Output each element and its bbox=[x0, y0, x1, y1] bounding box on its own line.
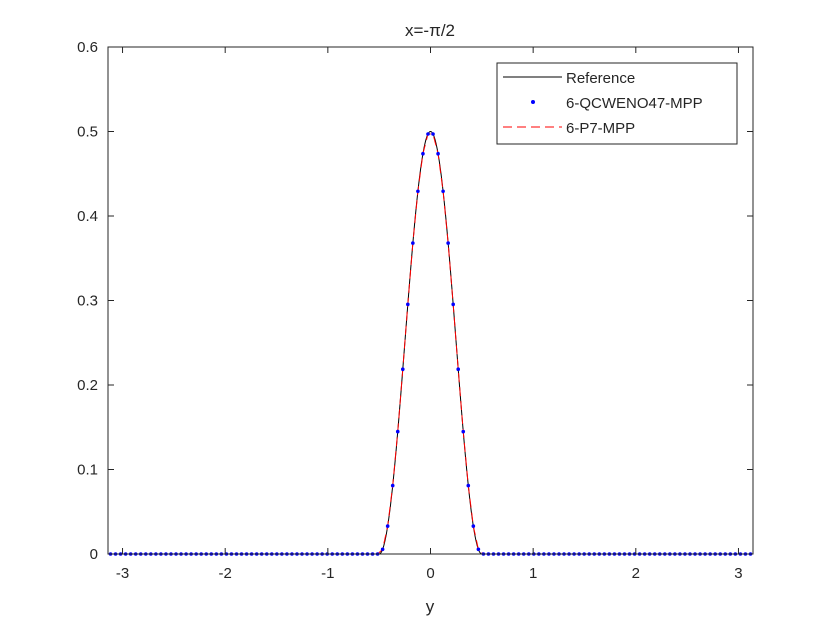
series-qcweno-point bbox=[466, 483, 471, 488]
x-tick-label: 2 bbox=[632, 565, 640, 582]
series-qcweno-point bbox=[426, 132, 430, 136]
series-qcweno-point bbox=[400, 367, 405, 372]
x-tick-label: -3 bbox=[116, 565, 129, 582]
legend-label-qcweno: 6-QCWENO47-MPP bbox=[566, 95, 703, 112]
series-qcweno-point bbox=[436, 151, 440, 156]
y-tick-label: 0.5 bbox=[77, 124, 98, 141]
series-qcweno-point bbox=[471, 524, 476, 528]
series-qcweno-point bbox=[441, 189, 445, 194]
series-qcweno-point bbox=[446, 241, 450, 245]
series-qcweno-point bbox=[406, 302, 410, 307]
series-qcweno-point bbox=[476, 547, 481, 552]
axis-ticks: -3 -2 -1 0 1 2 3 0 0.1 0.2 0.3 0.4 0.5 0.6 bbox=[77, 39, 753, 582]
series-qcweno-point bbox=[421, 151, 425, 156]
legend-label-p7: 6-P7-MPP bbox=[566, 120, 635, 137]
series-qcweno-point bbox=[456, 367, 461, 372]
y-tick-label: 0 bbox=[90, 546, 98, 563]
series-qcweno-point bbox=[380, 547, 385, 552]
series-qcweno-point bbox=[431, 132, 435, 136]
y-tick-label: 0.6 bbox=[77, 39, 98, 56]
y-tick-label: 0.1 bbox=[77, 462, 98, 479]
x-tick-label: 3 bbox=[734, 565, 742, 582]
legend-label-reference: Reference bbox=[566, 70, 635, 87]
series-qcweno-point bbox=[411, 241, 415, 245]
chart-title: x=-π/2 bbox=[405, 21, 455, 40]
legend: Reference 6-QCWENO47-MPP 6-P7-MPP bbox=[496, 62, 738, 145]
series-qcweno-point bbox=[390, 483, 395, 488]
series-qcweno-point bbox=[461, 429, 466, 434]
legend-swatch-qcweno bbox=[531, 100, 535, 104]
y-tick-label: 0.4 bbox=[77, 208, 98, 225]
series-qcweno-point bbox=[385, 524, 390, 528]
series-qcweno-point bbox=[395, 429, 400, 434]
x-tick-label: 1 bbox=[529, 565, 537, 582]
x-axis-label: y bbox=[426, 597, 435, 616]
y-tick-label: 0.2 bbox=[77, 377, 98, 394]
series-qcweno-point bbox=[451, 302, 455, 307]
y-tick-label: 0.3 bbox=[77, 293, 98, 310]
x-tick-label: 0 bbox=[426, 565, 434, 582]
series-qcweno-point bbox=[416, 189, 420, 194]
x-tick-label: -1 bbox=[321, 565, 334, 582]
x-tick-label: -2 bbox=[219, 565, 232, 582]
